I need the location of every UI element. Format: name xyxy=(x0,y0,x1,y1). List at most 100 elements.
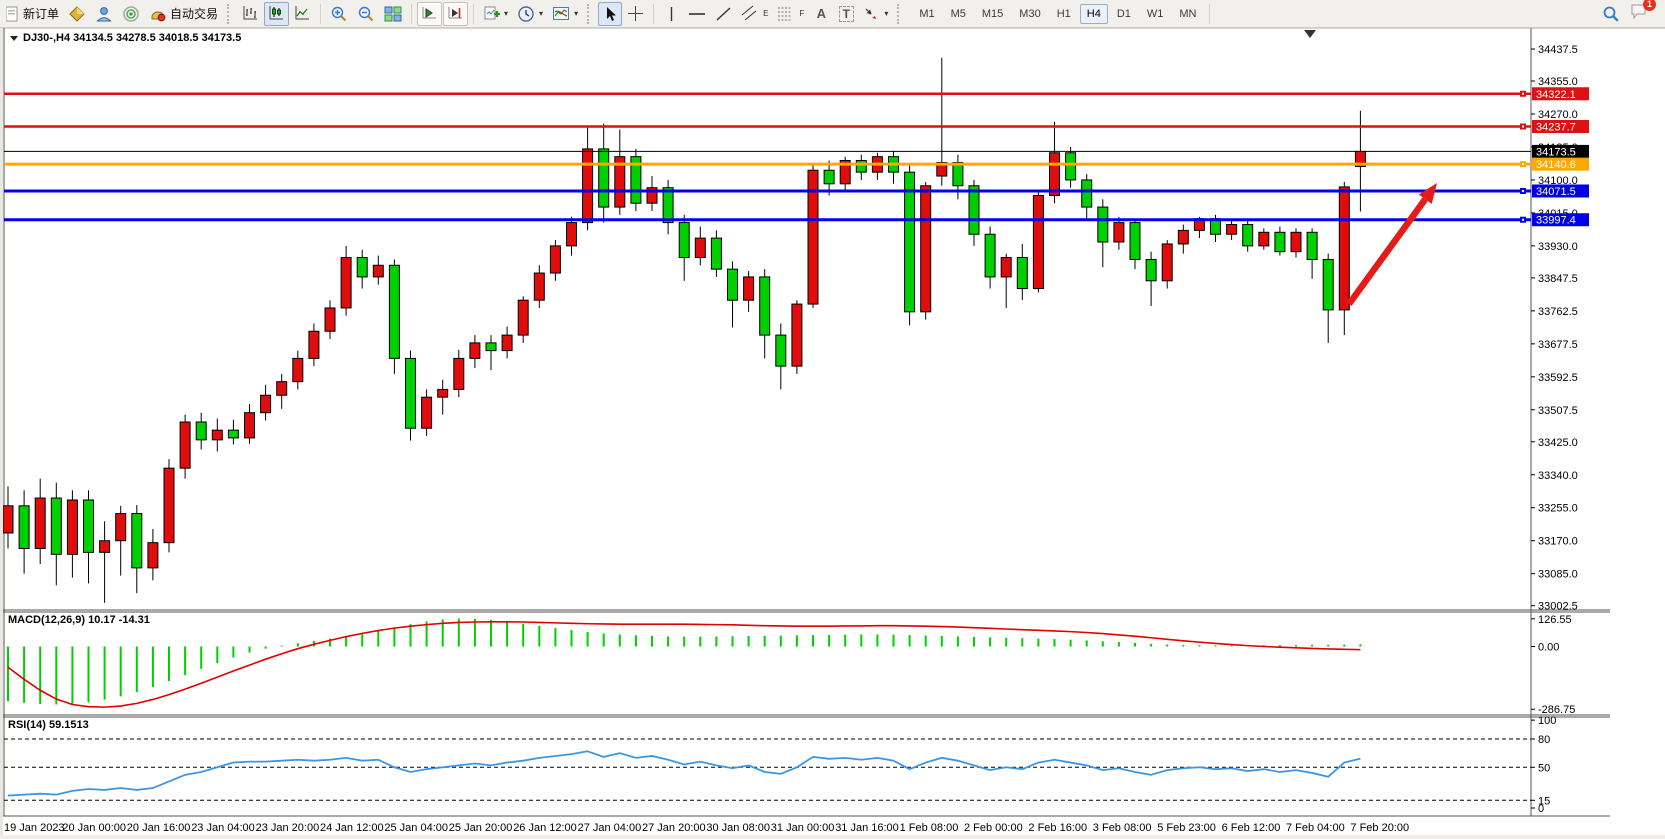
timeframe-button-H1[interactable]: H1 xyxy=(1056,7,1071,20)
vertical-line-tool-button[interactable] xyxy=(659,2,683,26)
macd-axis-label: 126.55 xyxy=(1538,614,1572,626)
candle-body xyxy=(968,185,980,235)
indicators-dropdown-caret[interactable]: ▾ xyxy=(574,9,579,18)
candle-body xyxy=(1242,224,1254,247)
toolbar-separator xyxy=(1208,3,1210,24)
toolbar-separator xyxy=(473,3,475,24)
tile-windows-icon xyxy=(384,6,402,21)
indicators-button[interactable]: ▾ xyxy=(548,2,582,26)
fibonacci-tool-button[interactable]: F xyxy=(773,2,808,26)
candle-body xyxy=(1032,194,1044,290)
new-order-button[interactable]: 新订单 xyxy=(2,2,63,26)
price-axis-label: 33170.0 xyxy=(1538,536,1578,548)
time-axis-label: 25 Jan 20:00 xyxy=(449,822,513,834)
candle-body xyxy=(292,357,304,383)
candle-body xyxy=(904,171,916,313)
crosshair-tool-button[interactable] xyxy=(623,2,648,26)
timeframe-button-MN[interactable]: MN xyxy=(1179,7,1197,20)
candle-body xyxy=(469,342,481,359)
candle-body xyxy=(1113,222,1125,243)
price-tag xyxy=(1532,120,1589,134)
bar-chart-icon xyxy=(243,6,258,20)
trend-annotation-arrow-head xyxy=(1418,183,1437,204)
time-axis-label: 19 Jan 2023 xyxy=(4,822,65,834)
community-person-icon xyxy=(96,6,112,21)
zoom-out-button[interactable] xyxy=(353,2,379,26)
candle-body xyxy=(179,421,191,469)
price-tag-label: 34071.5 xyxy=(1536,186,1576,198)
line-chart-type-button[interactable] xyxy=(290,2,315,26)
candle-body xyxy=(839,160,851,185)
timeframe-button-D1[interactable]: D1 xyxy=(1116,7,1131,20)
timeframe-button-W1[interactable]: W1 xyxy=(1146,7,1164,20)
candle-body xyxy=(1177,229,1189,245)
crosshair-icon xyxy=(628,6,644,21)
periods-button[interactable]: ▾ xyxy=(513,2,547,26)
toolbar-separator xyxy=(320,3,322,24)
one-click-trading-collapse-icon[interactable] xyxy=(10,35,18,41)
timeframe-button-M1[interactable]: M1 xyxy=(919,7,935,20)
arrows-dropdown-caret[interactable]: ▾ xyxy=(884,9,889,18)
candle-body xyxy=(50,497,62,555)
text-tool-icon: A xyxy=(816,6,826,21)
tile-windows-button[interactable] xyxy=(380,2,406,26)
price-axis-label: 33340.0 xyxy=(1538,470,1578,482)
candle-body xyxy=(759,276,771,336)
text-label-tool-button[interactable]: T xyxy=(834,2,858,26)
line-endpoint-marker-center xyxy=(1522,189,1524,192)
new-chart-dropdown-caret[interactable]: ▾ xyxy=(504,9,509,18)
signals-button[interactable] xyxy=(118,2,144,26)
candle-body xyxy=(388,264,400,359)
candle-body xyxy=(694,237,706,259)
periods-dropdown-caret[interactable]: ▾ xyxy=(539,9,544,18)
community-button[interactable] xyxy=(91,2,117,26)
search-icon[interactable] xyxy=(1602,5,1620,23)
price-axis-label: 33930.0 xyxy=(1538,241,1578,253)
chart-shift-marker-icon xyxy=(1304,30,1316,38)
bar-chart-type-button[interactable] xyxy=(238,2,263,26)
main-toolbar: 新订单 自动交易 xyxy=(0,0,1665,28)
price-tag-label: 34140.6 xyxy=(1536,159,1576,171)
text-tool-button[interactable]: A xyxy=(809,2,833,26)
time-axis-label: 25 Jan 04:00 xyxy=(384,822,448,834)
candlestick-chart-type-button[interactable] xyxy=(264,1,290,26)
rsi-axis-label: 0 xyxy=(1538,803,1544,815)
candle-body xyxy=(582,148,594,224)
new-chart-button[interactable]: ▾ xyxy=(479,2,512,26)
zoom-in-icon xyxy=(331,6,347,21)
window-left-edge xyxy=(0,28,3,839)
notification-badge: 1 xyxy=(1643,0,1656,11)
candle-body xyxy=(372,264,384,278)
notifications-button[interactable]: 1 xyxy=(1630,0,1656,25)
zoom-out-icon xyxy=(358,6,374,21)
toolbar-separator xyxy=(653,3,655,24)
zoom-in-button[interactable] xyxy=(326,2,352,26)
vertical-line-icon xyxy=(670,6,672,21)
candle-body xyxy=(533,272,545,301)
timeframe-button-H4[interactable]: H4 xyxy=(1079,3,1108,24)
toolbar-separator xyxy=(411,3,413,24)
clock-icon xyxy=(518,5,534,22)
arrows-tool-button[interactable]: ▾ xyxy=(859,2,892,26)
auto-trading-button[interactable]: 自动交易 xyxy=(145,2,222,26)
price-tag xyxy=(1532,87,1589,101)
auto-scroll-button[interactable] xyxy=(417,1,443,26)
trendline-tool-button[interactable] xyxy=(711,2,736,26)
timeframe-button-M15[interactable]: M15 xyxy=(981,7,1004,20)
rsi-indicator-label: RSI(14) 59.1513 xyxy=(8,719,89,731)
horizontal-line-tool-button[interactable] xyxy=(684,2,710,26)
candle-body xyxy=(630,156,642,204)
timeframe-button-M30[interactable]: M30 xyxy=(1019,7,1041,20)
candle-body xyxy=(115,513,127,542)
time-axis-label: 31 Jan 16:00 xyxy=(835,822,899,834)
cursor-tool-button[interactable] xyxy=(598,1,623,26)
chart-shift-button[interactable] xyxy=(443,1,469,26)
market-diamond-icon xyxy=(69,5,85,22)
candle-body xyxy=(549,245,561,274)
chart-title: DJ30-,H4 34134.5 34278.5 34018.5 34173.5 xyxy=(10,32,241,44)
timeframe-button-M5[interactable]: M5 xyxy=(950,7,966,20)
market-button[interactable] xyxy=(64,2,90,26)
equidistant-channel-tool-button[interactable]: E xyxy=(737,2,772,26)
